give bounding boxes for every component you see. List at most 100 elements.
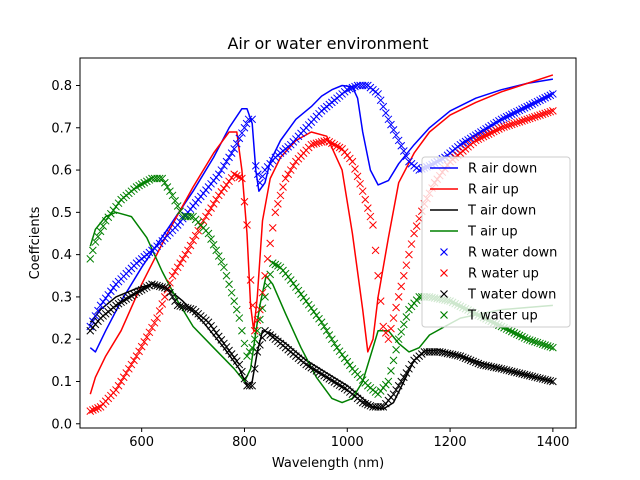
series-marker	[142, 333, 151, 341]
series-marker	[289, 161, 298, 170]
series-marker	[484, 130, 493, 138]
series-marker	[158, 174, 167, 183]
series-marker	[248, 381, 257, 390]
legend-item-t-water-down: T water down	[440, 288, 556, 303]
series-marker	[335, 347, 344, 356]
series-marker	[112, 386, 120, 394]
series-marker	[507, 110, 516, 119]
series-marker	[191, 231, 200, 240]
series-marker	[176, 302, 185, 310]
legend-box	[421, 156, 571, 328]
legend-label: T air up	[467, 225, 518, 240]
series-marker	[518, 370, 526, 378]
legend-item-t-water-up: T water up	[440, 309, 538, 324]
series-marker	[317, 138, 326, 146]
series-marker	[199, 216, 208, 225]
series-marker	[474, 359, 483, 368]
series-marker	[525, 114, 534, 123]
series-marker	[405, 250, 413, 259]
series-marker	[250, 326, 259, 335]
series-marker	[217, 257, 226, 266]
series-marker	[543, 92, 552, 101]
legend-item-t-air-down: T air down	[430, 204, 536, 219]
series-marker	[209, 240, 218, 249]
series-marker	[495, 125, 503, 133]
series-marker	[214, 252, 223, 260]
x-tick-label: 800	[232, 435, 257, 450]
series-marker	[238, 367, 246, 376]
series-marker	[536, 374, 544, 383]
series-marker	[394, 293, 403, 301]
series-marker	[153, 281, 161, 290]
series-marker	[523, 115, 532, 124]
series-marker	[546, 91, 555, 100]
series-marker	[158, 283, 167, 291]
series-marker	[112, 202, 120, 211]
series-marker	[222, 343, 231, 351]
series-marker	[541, 93, 550, 102]
series-marker	[389, 126, 398, 134]
series-marker	[492, 126, 501, 135]
series-marker	[132, 352, 141, 360]
series-marker	[541, 375, 550, 384]
series-marker	[371, 246, 380, 255]
legend-entries: R air down R air up T air down T air up R wa…	[430, 162, 557, 324]
series-marker	[155, 174, 164, 183]
series-marker	[343, 357, 352, 366]
series-marker	[166, 288, 174, 297]
series-marker	[163, 284, 172, 293]
series-marker	[243, 221, 251, 229]
series-marker	[217, 188, 226, 196]
series-marker	[155, 307, 164, 315]
series-marker	[374, 271, 382, 280]
legend-label: R air up	[468, 183, 519, 198]
series-marker	[109, 206, 118, 215]
series-marker	[286, 276, 295, 284]
series-marker	[361, 399, 370, 408]
x-tick-label: 1200	[434, 435, 467, 450]
series-t-water-down	[86, 280, 557, 411]
series-marker	[230, 297, 239, 305]
series-marker	[477, 134, 485, 142]
series-marker	[507, 367, 516, 376]
series-marker	[160, 178, 169, 187]
series-marker	[531, 373, 539, 381]
series-marker	[248, 343, 257, 352]
series-marker	[145, 328, 154, 337]
series-marker	[361, 195, 370, 204]
series-marker	[363, 400, 372, 409]
series-marker	[178, 255, 187, 263]
series-marker	[222, 271, 231, 280]
series-marker	[381, 109, 390, 117]
series-marker	[397, 282, 406, 291]
series-marker	[384, 335, 393, 344]
series-marker	[261, 271, 269, 280]
series-marker	[531, 112, 539, 121]
series-marker	[212, 246, 221, 255]
series-marker	[168, 293, 177, 301]
series-marker	[402, 152, 411, 161]
series-marker	[135, 347, 143, 356]
series-marker	[338, 350, 346, 359]
series-marker	[310, 307, 318, 316]
series-marker	[271, 208, 280, 217]
series-marker	[379, 322, 388, 331]
series-marker	[528, 337, 537, 345]
series-marker	[230, 353, 239, 362]
series-marker	[204, 208, 213, 217]
series-marker	[96, 227, 105, 236]
series-marker	[536, 96, 544, 105]
series-marker	[523, 102, 532, 111]
series-marker	[222, 157, 231, 166]
y-tick-label: 0.5	[51, 206, 72, 221]
series-marker	[130, 356, 138, 365]
series-marker	[235, 314, 244, 322]
series-marker	[127, 360, 136, 369]
series-marker	[325, 331, 334, 339]
series-marker	[263, 255, 272, 263]
series-marker	[523, 335, 532, 344]
series-marker	[345, 361, 354, 370]
series-marker	[222, 181, 231, 189]
x-axis-ticks: 600 800 1000 1200 1400	[129, 428, 569, 450]
x-axis-label: Wavelength (nm)	[272, 456, 384, 471]
